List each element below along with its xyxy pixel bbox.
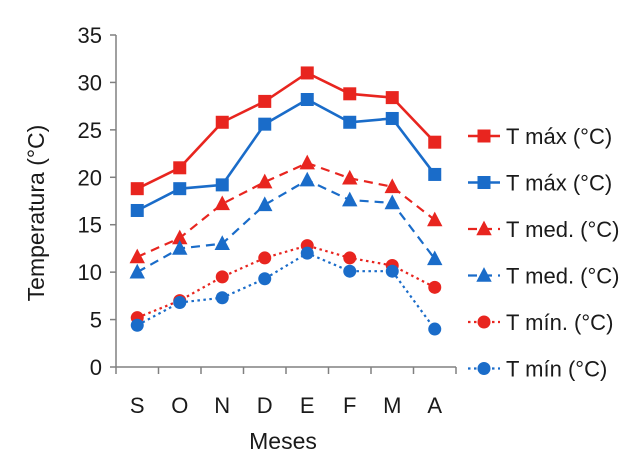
data-point xyxy=(342,169,358,185)
legend-label: T máx (°C) xyxy=(506,124,612,149)
series-line xyxy=(136,71,436,190)
data-point xyxy=(258,94,272,108)
legend-label: T máx (°C) xyxy=(506,171,612,196)
legend-swatch-marker xyxy=(476,267,492,282)
data-point xyxy=(130,182,144,196)
data-point xyxy=(129,248,145,264)
data-point xyxy=(300,93,314,107)
data-point xyxy=(343,251,357,265)
series-1 xyxy=(130,66,442,196)
data-point xyxy=(299,171,315,187)
x-tick-label: M xyxy=(383,393,401,418)
y-tick-label: 35 xyxy=(78,23,102,48)
legend-entry: T mín (°C) xyxy=(468,357,607,382)
y-axis-ticks: 0 5 10 15 20 25 30 35 xyxy=(78,23,116,380)
x-tick-label: D xyxy=(257,393,273,418)
data-point xyxy=(385,264,399,278)
data-point xyxy=(258,251,272,265)
legend: T máx (°C) T máx (°C) T med. (°C) T med. (°… xyxy=(468,124,620,382)
series-2 xyxy=(130,93,442,217)
series-layer xyxy=(129,66,443,336)
y-tick-label: 25 xyxy=(78,118,102,143)
data-point xyxy=(130,318,144,332)
legend-label: T med. (°C) xyxy=(506,217,620,242)
legend-entry: T mín. (°C) xyxy=(468,310,613,335)
legend-swatch-marker xyxy=(477,362,491,375)
x-tick-label: O xyxy=(171,393,188,418)
data-point xyxy=(215,270,229,284)
x-tick-label: E xyxy=(300,393,315,418)
data-point xyxy=(428,322,442,336)
legend-label: T mín. (°C) xyxy=(506,310,613,335)
data-point xyxy=(385,111,399,125)
data-point xyxy=(343,264,357,278)
legend-swatch-marker xyxy=(477,315,491,329)
data-point xyxy=(215,178,229,192)
data-point xyxy=(130,203,144,217)
data-point xyxy=(343,115,357,129)
data-point xyxy=(214,235,230,250)
legend-entry: T máx (°C) xyxy=(468,171,612,196)
legend-label: T med. (°C) xyxy=(506,264,620,289)
x-tick-label: A xyxy=(427,393,442,418)
y-tick-label: 15 xyxy=(78,213,102,238)
legend-swatch-marker xyxy=(477,176,491,189)
legend-entry: T med. (°C) xyxy=(468,264,620,289)
data-point xyxy=(343,87,357,101)
data-point xyxy=(173,182,187,196)
data-point xyxy=(173,161,187,175)
data-point xyxy=(385,91,399,105)
series-line xyxy=(136,178,436,274)
data-point xyxy=(427,211,443,227)
data-point xyxy=(300,66,314,80)
legend-swatch-marker xyxy=(477,129,491,143)
y-tick-label: 0 xyxy=(90,355,102,380)
series-line xyxy=(136,251,436,330)
x-axis-title: Meses xyxy=(249,428,317,454)
y-tick-label: 5 xyxy=(90,308,102,333)
legend-swatch-marker xyxy=(476,220,492,236)
data-point xyxy=(342,191,358,207)
legend-label: T mín (°C) xyxy=(506,357,607,382)
data-point xyxy=(257,196,273,212)
series-line xyxy=(136,244,436,319)
data-point xyxy=(384,194,400,210)
data-point xyxy=(173,295,187,309)
series-6 xyxy=(130,246,442,336)
y-tick-label: 10 xyxy=(78,260,102,285)
x-tick-label: S xyxy=(130,393,145,418)
data-point xyxy=(384,178,400,194)
y-tick-label: 30 xyxy=(78,70,102,95)
data-point xyxy=(299,154,315,170)
series-4 xyxy=(129,171,443,279)
data-point xyxy=(172,240,188,255)
data-point xyxy=(427,250,443,266)
data-point xyxy=(172,229,188,245)
y-tick-label: 20 xyxy=(78,165,102,190)
data-point xyxy=(214,195,230,211)
data-point xyxy=(215,291,229,305)
series-line xyxy=(136,161,436,258)
y-axis-title: Temperatura (°C) xyxy=(23,125,49,302)
legend-entry: T med. (°C) xyxy=(468,217,620,242)
x-tick-label: F xyxy=(343,393,356,418)
legend-entry: T máx (°C) xyxy=(468,124,612,149)
x-tick-label: N xyxy=(214,393,230,418)
data-point xyxy=(428,135,442,149)
data-point xyxy=(428,280,442,294)
data-point xyxy=(428,167,442,181)
data-point xyxy=(258,272,272,286)
data-point xyxy=(215,115,229,129)
series-line xyxy=(136,98,436,212)
data-point xyxy=(257,173,273,189)
series-3 xyxy=(129,154,443,264)
data-point xyxy=(258,117,272,131)
data-point xyxy=(129,263,145,279)
data-point xyxy=(300,246,314,260)
